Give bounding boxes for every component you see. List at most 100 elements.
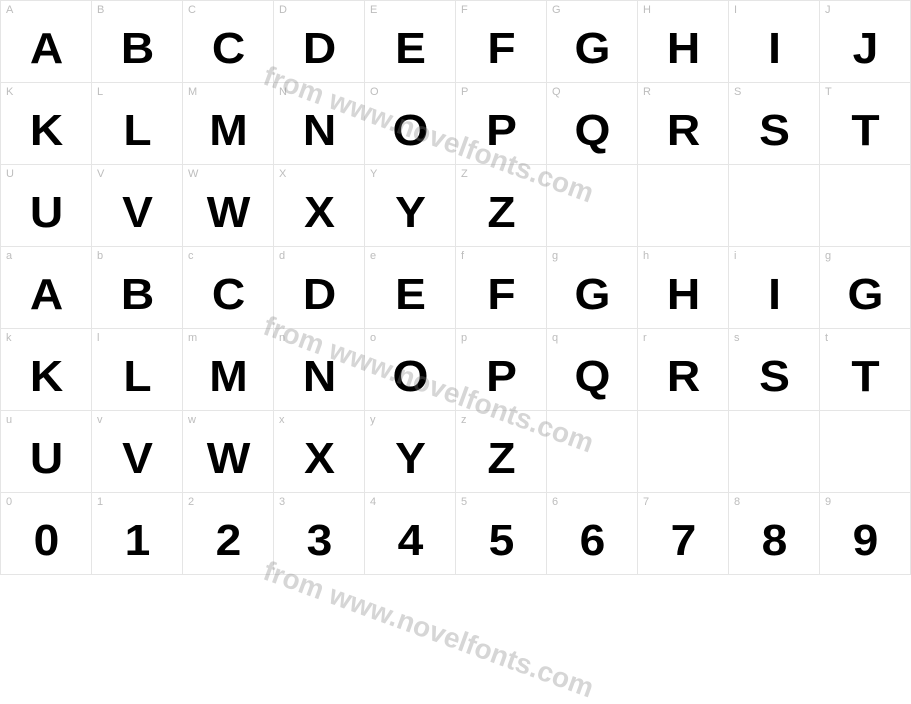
glyph-cell: [547, 165, 638, 247]
glyph-cell: QQ: [547, 83, 638, 165]
glyph: A: [0, 27, 93, 71]
glyph: 3: [272, 519, 367, 563]
key-label: E: [370, 4, 377, 16]
glyph-cell: tT: [820, 329, 911, 411]
key-label: F: [461, 4, 468, 16]
glyph: 7: [636, 519, 731, 563]
key-label: 1: [97, 496, 103, 508]
glyph-cell: CC: [183, 1, 274, 83]
key-label: k: [6, 332, 12, 344]
glyph: G: [545, 273, 640, 317]
key-label: w: [188, 414, 196, 426]
glyph-cell: [547, 411, 638, 493]
glyph: N: [272, 109, 367, 153]
glyph: R: [636, 109, 731, 153]
glyph: 0: [0, 519, 93, 563]
glyph-cell: gG: [547, 247, 638, 329]
glyph-cell: PP: [456, 83, 547, 165]
glyph: A: [0, 273, 93, 317]
glyph: Y: [363, 191, 458, 235]
key-label: O: [370, 86, 379, 98]
glyph-cell: HH: [638, 1, 729, 83]
glyph: C: [181, 27, 276, 71]
glyph-cell: 44: [365, 493, 456, 575]
glyph: X: [272, 437, 367, 481]
glyph-cell: uU: [1, 411, 92, 493]
glyph-cell: LL: [92, 83, 183, 165]
key-label: V: [97, 168, 104, 180]
key-label: 4: [370, 496, 376, 508]
glyph: G: [818, 273, 911, 317]
glyph: Q: [545, 355, 640, 399]
glyph: M: [181, 109, 276, 153]
glyph: Q: [545, 109, 640, 153]
glyph-cell: RR: [638, 83, 729, 165]
key-label: s: [734, 332, 740, 344]
glyph: T: [818, 109, 911, 153]
key-label: W: [188, 168, 198, 180]
key-label: P: [461, 86, 468, 98]
glyph-cell: OO: [365, 83, 456, 165]
key-label: M: [188, 86, 197, 98]
glyph: H: [636, 273, 731, 317]
glyph: M: [181, 355, 276, 399]
key-label: f: [461, 250, 464, 262]
key-label: S: [734, 86, 741, 98]
glyph-cell: ZZ: [456, 165, 547, 247]
key-label: Z: [461, 168, 468, 180]
glyph: L: [90, 355, 185, 399]
glyph: X: [272, 191, 367, 235]
glyph-cell: FF: [456, 1, 547, 83]
glyph: N: [272, 355, 367, 399]
glyph: O: [363, 355, 458, 399]
glyph-cell: wW: [183, 411, 274, 493]
glyph-cell: [638, 411, 729, 493]
key-label: C: [188, 4, 196, 16]
glyph-cell: [638, 165, 729, 247]
glyph-cell: 22: [183, 493, 274, 575]
glyph-cell: TT: [820, 83, 911, 165]
glyph: 1: [90, 519, 185, 563]
glyph: J: [818, 27, 911, 71]
glyph-cell: 99: [820, 493, 911, 575]
glyph-cell: II: [729, 1, 820, 83]
glyph-cell: kK: [1, 329, 92, 411]
key-label: o: [370, 332, 376, 344]
glyph-cell: xX: [274, 411, 365, 493]
glyph: Z: [454, 437, 549, 481]
glyph-cell: 88: [729, 493, 820, 575]
glyph-cell: pP: [456, 329, 547, 411]
key-label: K: [6, 86, 13, 98]
glyph-cell: SS: [729, 83, 820, 165]
key-label: i: [734, 250, 736, 262]
glyph-cell: 77: [638, 493, 729, 575]
glyph-cell: AA: [1, 1, 92, 83]
key-label: e: [370, 250, 376, 262]
glyph-cell: MM: [183, 83, 274, 165]
key-label: d: [279, 250, 285, 262]
font-glyph-grid: AABBCCDDEEFFGGHHIIJJKKLLMMNNOOPPQQRRSSTT…: [0, 0, 911, 575]
glyph: C: [181, 273, 276, 317]
glyph-cell: DD: [274, 1, 365, 83]
key-label: a: [6, 250, 12, 262]
key-label: Y: [370, 168, 377, 180]
glyph-cell: sS: [729, 329, 820, 411]
key-label: l: [97, 332, 99, 344]
key-label: c: [188, 250, 194, 262]
glyph-cell: BB: [92, 1, 183, 83]
key-label: L: [97, 86, 103, 98]
key-label: T: [825, 86, 832, 98]
glyph: Z: [454, 191, 549, 235]
key-label: B: [97, 4, 104, 16]
glyph: 5: [454, 519, 549, 563]
key-label: G: [552, 4, 561, 16]
key-label: R: [643, 86, 651, 98]
glyph: I: [727, 273, 822, 317]
glyph: P: [454, 355, 549, 399]
key-label: y: [370, 414, 376, 426]
key-label: n: [279, 332, 285, 344]
key-label: v: [97, 414, 103, 426]
glyph-cell: 66: [547, 493, 638, 575]
glyph: B: [90, 273, 185, 317]
key-label: Q: [552, 86, 561, 98]
